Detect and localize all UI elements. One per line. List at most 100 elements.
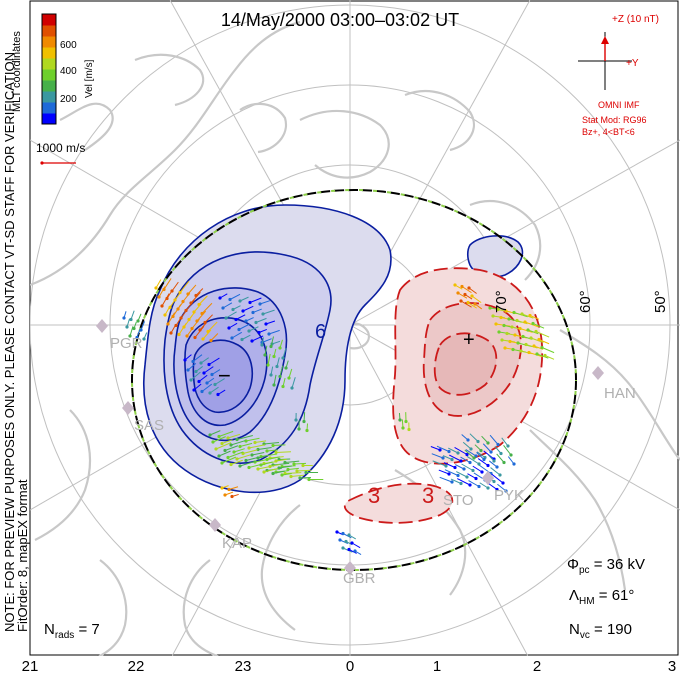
velocity-vector: [296, 469, 312, 472]
radar-label: STO: [443, 492, 474, 509]
imf-dial: +Z (10 nT) +Y OMNI IMF Stat Mod: RG96 Bz…: [578, 14, 659, 137]
vector-origin: [521, 334, 525, 339]
velocity-vector: [529, 315, 540, 320]
velocity-vector: [195, 288, 204, 296]
vector-origin: [229, 462, 233, 467]
imf-model: Stat Mod: RG96: [582, 115, 647, 125]
vector-origin: [290, 386, 294, 390]
lat-label-70: 70°: [493, 290, 510, 313]
velocity-vector: [443, 462, 456, 468]
vector-origin: [284, 366, 288, 370]
velocity-vector: [196, 310, 207, 322]
vector-origin: [169, 331, 173, 335]
velocity-vector: [467, 302, 477, 309]
velocity-vector: [519, 328, 533, 333]
velocity-vector: [281, 473, 292, 476]
vector-origin: [287, 376, 291, 380]
vector-origin: [186, 368, 190, 372]
velocity-vectors: [122, 278, 555, 555]
vector-origin: [271, 443, 275, 448]
vector-origin: [518, 326, 522, 331]
vector-origin: [247, 465, 251, 470]
vector-origin: [256, 456, 260, 460]
vector-origin: [210, 372, 214, 377]
velocity-vector: [501, 437, 509, 447]
vector-origin: [520, 312, 524, 316]
vector-origin: [154, 286, 158, 290]
velocity-vector: [448, 447, 459, 454]
vector-origin: [254, 320, 258, 325]
velocity-vector: [284, 472, 302, 474]
vector-origin: [341, 531, 345, 536]
velocity-vector: [230, 440, 246, 446]
vector-origin: [401, 426, 405, 430]
velocity-vector: [476, 451, 486, 458]
vector-origin: [135, 335, 139, 340]
vector-origin: [278, 374, 282, 379]
vector-origin: [460, 284, 464, 289]
velocity-vector: [214, 378, 225, 385]
velocity-vector: [259, 300, 270, 305]
vector-origin: [224, 316, 228, 320]
velocity-vector: [257, 466, 270, 470]
radar-stations: PGR SAS KAP GBR STO PYK HAN: [96, 319, 636, 587]
velocity-vector: [191, 318, 200, 329]
vector-origin: [543, 353, 547, 358]
potential-min-marker: −: [218, 363, 231, 388]
velocity-vector: [221, 456, 237, 464]
velocity-vector: [231, 331, 243, 339]
velocity-vector: [442, 455, 453, 460]
vector-origin: [474, 454, 478, 458]
radar-site-marker: [344, 561, 356, 575]
vector-origin: [444, 464, 448, 468]
vector-origin: [404, 419, 408, 424]
velocity-vector: [210, 333, 219, 341]
vector-origin: [226, 455, 230, 460]
vector-origin: [213, 382, 217, 387]
vector-origin: [205, 381, 209, 385]
colorbar-segment: [42, 47, 56, 59]
velocity-vector: [267, 353, 271, 366]
vector-origin: [453, 465, 457, 470]
vector-origin: [347, 533, 351, 537]
map-title: 14/May/2000 03:00–03:02 UT: [221, 10, 459, 30]
vector-origin: [230, 336, 234, 340]
vector-origin: [227, 487, 231, 492]
vector-origin: [297, 427, 301, 431]
vector-origin: [488, 306, 492, 310]
velocity-vector: [444, 469, 459, 476]
velocity-vector: [489, 434, 499, 445]
velocity-vector: [224, 445, 239, 451]
vector-origin: [473, 302, 477, 306]
velocity-vector: [270, 336, 275, 347]
lat-label-60: 60°: [577, 290, 594, 313]
vector-origin: [447, 449, 451, 454]
velocity-vector: [266, 449, 279, 452]
vector-origin: [183, 358, 187, 362]
vector-origin: [486, 463, 490, 468]
imf-y-label: +Y: [626, 58, 639, 69]
vector-origin: [274, 459, 278, 463]
vector-origin: [241, 309, 245, 313]
velocity-vector: [469, 433, 479, 442]
vector-origin: [200, 389, 204, 394]
vector-origin: [353, 549, 357, 553]
vector-origin: [526, 328, 530, 332]
velocity-vector: [525, 344, 538, 349]
nvc-stat: Nvc = 190: [569, 621, 632, 641]
velocity-vector: [536, 353, 549, 359]
vector-origin: [477, 462, 481, 466]
vector-origin: [469, 447, 473, 451]
velocity-vector: [182, 292, 191, 302]
velocity-vector: [460, 456, 471, 463]
velocity-vector: [279, 365, 284, 377]
vector-origin: [467, 286, 471, 290]
vector-origin: [477, 484, 481, 489]
vector-origin: [214, 447, 218, 451]
contour-label-neg2: 3: [422, 483, 434, 508]
vector-origin: [500, 338, 504, 342]
colorbar-segment: [42, 36, 56, 48]
vector-origin: [223, 493, 227, 497]
colorbar-segment: [42, 102, 56, 114]
